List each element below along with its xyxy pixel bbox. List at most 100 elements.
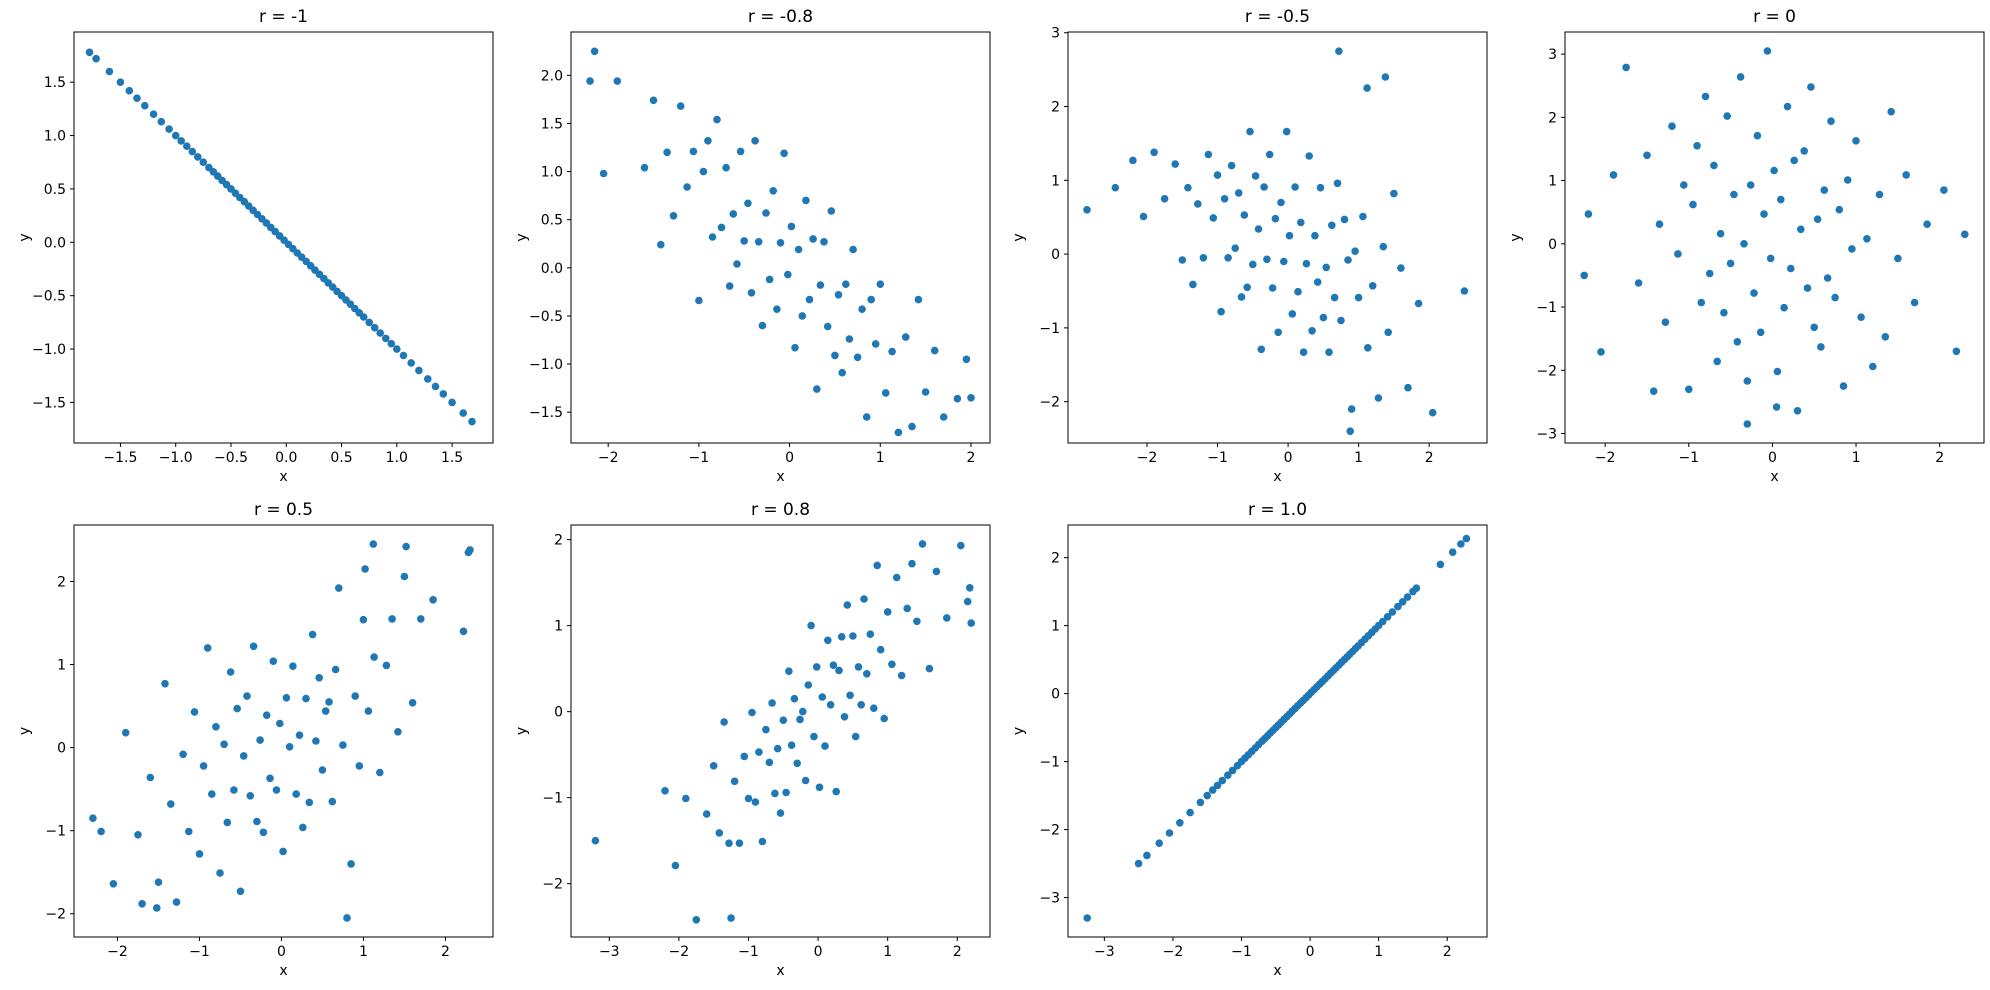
x-tick-label: −2 [598, 450, 619, 466]
x-tick-label: 0 [785, 450, 794, 466]
x-tick-label: 1 [1354, 450, 1363, 466]
x-tick-label: 1 [876, 450, 885, 466]
x-tick-label: 2 [1935, 450, 1944, 466]
x-tick-label: −0.5 [214, 450, 248, 466]
scatter-points-r-0p8 [591, 540, 975, 924]
x-tick-label: −2 [1595, 450, 1616, 466]
y-tick-label: 0 [1051, 687, 1060, 703]
subplot-r-neg-0p5: −2 −1 0 1 2 3 2 1 0 −1 −2 r = -0.5 x y [1011, 7, 1488, 485]
y-axis-label: y [17, 233, 33, 241]
y-tick-label: 2 [1051, 551, 1060, 567]
y-tick-label: 1 [1548, 174, 1557, 190]
y-tick-label: 0 [57, 741, 66, 757]
axes-frame [1067, 524, 1488, 938]
scatter-points-r-neg-1 [85, 48, 476, 426]
x-tick-label: −1.0 [159, 450, 193, 466]
axes-frame [1067, 31, 1488, 444]
x-tick-label: 0.0 [275, 450, 297, 466]
y-tick-label: −1 [45, 824, 66, 840]
subplot-title: r = 0 [1753, 7, 1796, 27]
y-tick-label: 1.5 [541, 116, 563, 132]
y-tick-label: −2 [1039, 395, 1060, 411]
y-tick-label: −1 [542, 791, 563, 807]
y-tick-label: 3 [1548, 47, 1557, 63]
y-tick-label: −1.5 [529, 405, 563, 421]
x-axis-label: x [776, 963, 784, 979]
y-tick-label: 1.5 [44, 75, 66, 91]
y-tick-label: 0.5 [541, 213, 563, 229]
x-tick-label: −3 [1094, 944, 1115, 960]
y-axis-label: y [1011, 727, 1027, 735]
y-axis-label: y [17, 727, 33, 735]
subplot-title: r = -0.8 [748, 7, 813, 27]
y-axis-label: y [1011, 233, 1027, 241]
x-tick-label: −2 [1137, 450, 1158, 466]
x-tick-label: −1 [1678, 450, 1699, 466]
y-tick-label: −1.5 [32, 395, 66, 411]
scatter-points-r-0p5 [89, 540, 474, 922]
y-tick-label: 1.0 [541, 165, 563, 181]
x-axis-label: x [279, 963, 287, 979]
x-tick-label: −1.5 [103, 450, 137, 466]
x-tick-label: 2 [953, 944, 962, 960]
y-tick-label: 3 [1051, 26, 1060, 42]
subplot-r-0p8: −3 −2 −1 0 1 2 2 1 0 −1 −2 r = 0.8 x y [514, 500, 991, 979]
x-tick-label: −2 [107, 944, 128, 960]
x-tick-label: −2 [669, 944, 690, 960]
x-tick-label: 0.5 [330, 450, 352, 466]
y-tick-label: 0.5 [44, 182, 66, 198]
x-tick-label: 0 [1768, 450, 1777, 466]
y-tick-label: −2 [542, 877, 563, 893]
subplot-title: r = 1.0 [1248, 500, 1307, 520]
y-tick-label: −1.0 [32, 342, 66, 358]
subplot-title: r = 0.5 [254, 500, 313, 520]
y-tick-label: 2 [1548, 110, 1557, 126]
x-tick-label: 2 [441, 944, 450, 960]
subplot-title: r = 0.8 [751, 500, 810, 520]
x-tick-label: 0 [277, 944, 286, 960]
y-tick-label: −3 [1039, 891, 1060, 907]
x-tick-label: 1 [1374, 944, 1383, 960]
y-tick-label: 2 [1051, 100, 1060, 116]
y-tick-label: −0.5 [32, 289, 66, 305]
subplot-r-neg-1: −1.5 −1.0 −0.5 0.0 0.5 1.0 1.5 1.5 1.0 0.5 0.0 −0.5… [17, 7, 494, 485]
subplot-r-0: −2 −1 0 1 2 3 2 1 0 −1 −2 −3 r = 0 x y [1508, 7, 1985, 485]
x-tick-label: 1.5 [441, 450, 463, 466]
y-axis-label: y [514, 727, 530, 735]
scatter-points-r-neg-0p5 [1083, 47, 1469, 436]
y-tick-label: 1 [57, 658, 66, 674]
x-tick-label: −1 [1231, 944, 1252, 960]
y-tick-label: 2 [57, 574, 66, 590]
y-tick-label: −1 [1039, 321, 1060, 337]
y-tick-label: −2 [45, 907, 66, 923]
axes-frame [73, 31, 494, 444]
x-axis-label: x [1273, 469, 1281, 485]
y-tick-label: 1.0 [44, 129, 66, 145]
x-tick-label: −1 [738, 944, 759, 960]
x-tick-label: 1 [883, 944, 892, 960]
axes-frame [73, 524, 494, 938]
x-tick-label: 0 [1306, 944, 1315, 960]
x-axis-label: x [1273, 963, 1281, 979]
y-tick-label: 0.0 [44, 235, 66, 251]
y-tick-label: 2.0 [541, 68, 563, 84]
y-axis-label: y [514, 233, 530, 241]
subplot-title: r = -1 [259, 7, 308, 27]
x-tick-label: −3 [599, 944, 620, 960]
y-tick-label: −0.5 [529, 309, 563, 325]
x-tick-label: 2 [966, 450, 975, 466]
x-tick-label: 1 [1852, 450, 1861, 466]
x-tick-label: −2 [1163, 944, 1184, 960]
y-tick-label: −1 [1039, 755, 1060, 771]
subplot-r-0p5: −2 −1 0 1 2 2 1 0 −1 −2 r = 0.5 x y [17, 500, 494, 979]
scatter-points-r-neg-0p8 [586, 47, 975, 437]
x-axis-label: x [279, 469, 287, 485]
y-tick-label: −3 [1536, 427, 1557, 443]
subplot-title: r = -0.5 [1245, 7, 1310, 27]
x-tick-label: 1.0 [386, 450, 408, 466]
y-tick-label: −2 [1536, 363, 1557, 379]
x-tick-label: −1 [689, 450, 710, 466]
subplot-r-neg-0p8: −2 −1 0 1 2 2.0 1.5 1.0 0.5 0.0 −0.5 −1.0 −1.5 r = -0… [514, 7, 991, 485]
